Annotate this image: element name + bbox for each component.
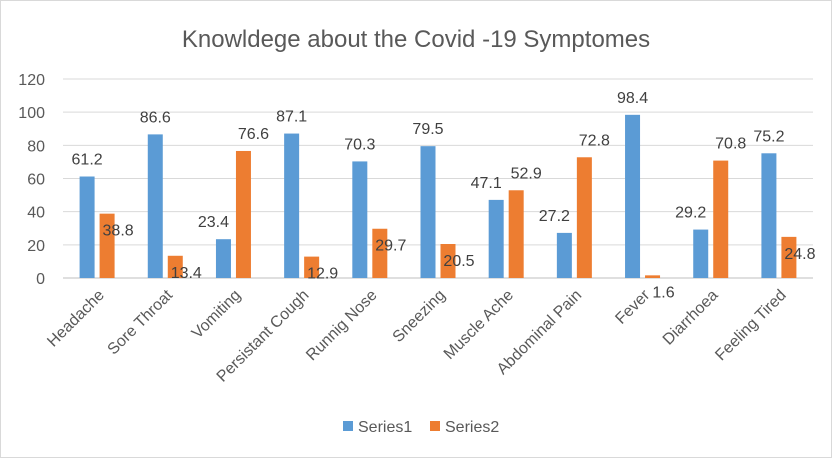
category-label-sneezing: Sneezing	[390, 287, 449, 346]
legend-label-series2: Series2	[445, 419, 499, 436]
bar-series1-fever	[625, 114, 641, 278]
bar-series2-headache	[99, 213, 115, 278]
y-tick-label-100: 100	[18, 105, 45, 122]
bar-series2-sore-throat	[167, 255, 183, 278]
data-label-series1-feeling-tired: 75.2	[753, 128, 784, 145]
data-label-series2-diarrhoea: 70.8	[715, 136, 746, 153]
data-label-series1-diarrhoea: 29.2	[675, 205, 706, 222]
data-label-series1-sneezing: 79.5	[412, 121, 443, 138]
y-tick-label-40: 40	[27, 205, 45, 222]
bars	[79, 114, 797, 278]
chart-title: Knowldege about the Covid -19 Symptomes	[182, 26, 650, 53]
legend-label-series1: Series1	[358, 419, 412, 436]
data-label-series2-vomiting: 76.6	[238, 126, 269, 143]
category-label-muscle-ache: Muscle Ache	[441, 287, 517, 363]
bar-series2-runnig-nose	[372, 228, 388, 278]
data-label-series2-persistant-cough: 12.9	[307, 266, 338, 283]
bar-series2-persistant-cough	[304, 256, 320, 278]
bar-series2-abdominal-pain	[576, 157, 592, 278]
legend-swatch-series1	[343, 421, 353, 431]
bar-series2-diarrhoea	[713, 160, 729, 278]
bar-series1-sore-throat	[147, 134, 163, 278]
data-label-series2-muscle-ache: 52.9	[511, 165, 542, 182]
y-tick-label-60: 60	[27, 172, 45, 189]
bar-series2-feeling-tired	[781, 236, 797, 278]
data-label-series1-headache: 61.2	[72, 152, 103, 169]
data-label-series2-abdominal-pain: 72.8	[579, 132, 610, 149]
y-tick-label-0: 0	[36, 271, 45, 288]
category-label-vomiting: Vomiting	[189, 287, 244, 342]
category-label-sore-throat: Sore Throat	[105, 286, 177, 358]
data-label-series1-runnig-nose: 70.3	[344, 136, 375, 153]
data-label-series2-sneezing: 20.5	[443, 253, 474, 270]
data-label-series1-fever: 98.4	[617, 90, 648, 107]
bar-series1-abdominal-pain	[556, 232, 572, 278]
data-label-series1-muscle-ache: 47.1	[471, 175, 502, 192]
y-tick-label-80: 80	[27, 138, 45, 155]
bar-series1-vomiting	[215, 239, 231, 278]
bar-series1-headache	[79, 176, 95, 278]
bar-series2-fever	[645, 275, 661, 278]
bar-series1-runnig-nose	[352, 161, 368, 278]
bar-series2-muscle-ache	[508, 190, 524, 278]
bar-series1-muscle-ache	[488, 199, 504, 278]
data-labels: 61.2 38.8 86.6 13.4 23.4 76.6 87.1 12.9 70.3 29.7…	[72, 90, 816, 302]
data-label-series1-persistant-cough: 87.1	[276, 109, 307, 126]
data-label-series2-sore-throat: 13.4	[171, 265, 202, 282]
bar-series1-persistant-cough	[284, 133, 300, 278]
bar-series2-sneezing	[440, 244, 456, 278]
legend: Series1 Series2	[343, 419, 499, 436]
category-label-runnig-nose: Runnig Nose	[303, 287, 381, 365]
data-label-series1-sore-throat: 86.6	[140, 109, 171, 126]
bar-series1-feeling-tired	[761, 153, 777, 278]
gridlines	[63, 78, 813, 279]
category-label-fever: Fever	[612, 286, 653, 327]
bar-series1-diarrhoea	[693, 229, 709, 278]
data-label-series2-runnig-nose: 29.7	[375, 238, 406, 255]
data-label-series2-headache: 38.8	[103, 223, 134, 240]
data-label-series2-feeling-tired: 24.8	[784, 246, 815, 263]
bar-series2-vomiting	[235, 150, 251, 278]
y-tick-label-20: 20	[27, 238, 45, 255]
legend-swatch-series2	[430, 421, 440, 431]
data-label-series1-vomiting: 23.4	[198, 214, 229, 231]
data-label-series1-abdominal-pain: 27.2	[539, 208, 570, 225]
y-axis-ticks: 0 20 40 60 80 100 120	[18, 72, 45, 288]
category-label-feeling-tired: Feeling Tired	[712, 287, 789, 364]
data-label-series2-fever: 1.6	[652, 284, 674, 301]
y-tick-label-120: 120	[18, 72, 45, 89]
bar-series1-sneezing	[420, 146, 436, 278]
category-label-headache: Headache	[44, 287, 108, 351]
